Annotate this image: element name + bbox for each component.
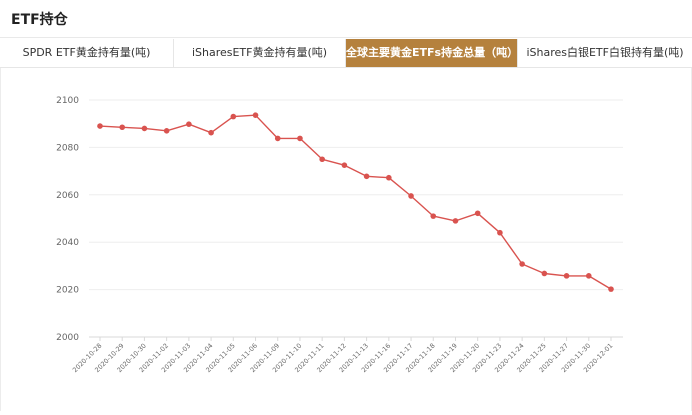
data-point[interactable]	[452, 218, 459, 224]
data-point[interactable]	[119, 124, 126, 131]
data-point[interactable]	[430, 213, 437, 219]
chart-area: 2000 2020 2040 2060 2080 2100 2020-10-28 2020-…	[0, 68, 692, 411]
data-point[interactable]	[97, 123, 103, 129]
data-point[interactable]	[208, 129, 214, 136]
tab-ishares-gold[interactable]: iSharesETF黄金持有量(吨)	[174, 39, 346, 67]
y-tick-label: 2020	[56, 286, 79, 296]
data-point[interactable]	[474, 210, 481, 217]
data-point[interactable]	[386, 174, 392, 181]
y-tick-label: 2040	[56, 238, 79, 248]
tab-global-gold-etfs[interactable]: 全球主要黄金ETFs持金总量（吨）	[346, 39, 518, 67]
data-point[interactable]	[585, 273, 592, 279]
data-point[interactable]	[297, 135, 303, 142]
data-point[interactable]	[341, 162, 348, 168]
y-tick-label: 2100	[56, 96, 79, 106]
data-point[interactable]	[408, 193, 414, 199]
y-tick-label: 2080	[56, 143, 79, 153]
data-point[interactable]	[541, 270, 548, 277]
tab-spdr-gold[interactable]: SPDR ETF黄金持有量(吨)	[0, 39, 174, 67]
panel-header: ETF持仓	[0, 0, 692, 38]
tab-ishares-silver[interactable]: iShares白银ETF白银持有量(吨)	[526, 46, 684, 59]
line-chart: 2000 2020 2040 2060 2080 2100 2020-10-282020-…	[56, 96, 623, 374]
y-tick-label: 2060	[56, 191, 79, 201]
data-point[interactable]	[274, 135, 281, 142]
data-point[interactable]	[319, 156, 325, 163]
data-point[interactable]	[141, 125, 148, 132]
gridlines	[89, 99, 623, 338]
data-point[interactable]	[186, 121, 192, 127]
tab-bar: SPDR ETF黄金持有量(吨) iSharesETF黄金持有量(吨) 全球主要…	[0, 39, 692, 68]
series-line	[99, 114, 612, 290]
data-point[interactable]	[497, 229, 503, 236]
data-point[interactable]	[519, 261, 525, 267]
series	[97, 112, 614, 292]
y-axis: 2000 2020 2040 2060 2080 2100	[56, 96, 79, 343]
data-point[interactable]	[608, 286, 614, 292]
data-point[interactable]	[252, 112, 259, 118]
data-point[interactable]	[163, 128, 170, 134]
data-point[interactable]	[363, 173, 370, 180]
data-point[interactable]	[563, 273, 570, 279]
x-axis: 2020-10-282020-10-292020-10-302020-11-02…	[71, 336, 623, 374]
page-title: ETF持仓	[11, 12, 68, 28]
data-point[interactable]	[230, 113, 237, 120]
y-tick-label: 2000	[56, 333, 79, 343]
